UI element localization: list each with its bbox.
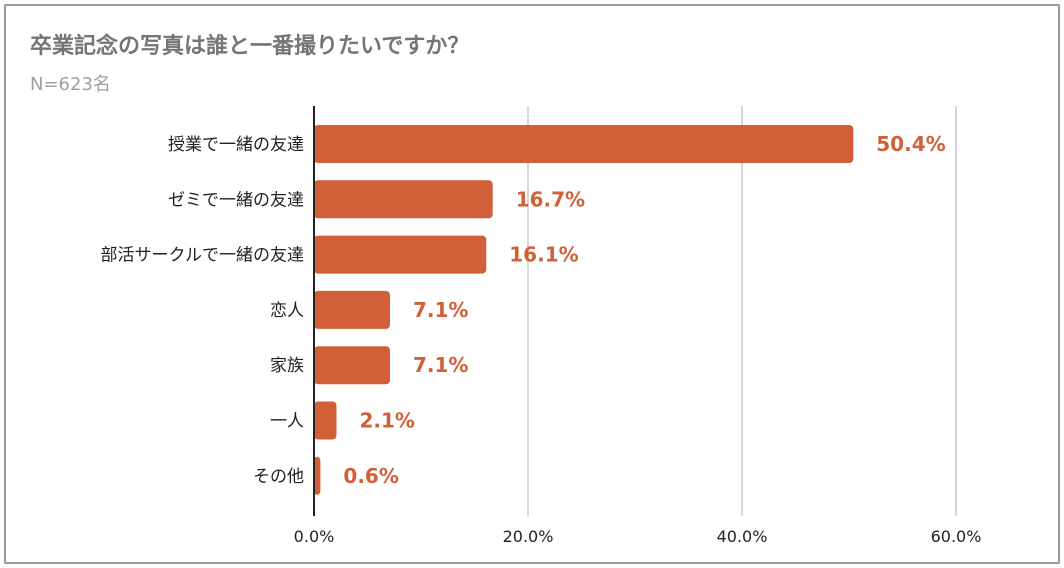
bar: [314, 235, 487, 274]
bar: [314, 125, 854, 163]
value-label: 50.4%: [876, 132, 945, 156]
bar: [314, 346, 390, 385]
category-label: 家族: [270, 356, 304, 376]
category-label: 恋人: [270, 300, 304, 321]
value-label: 7.1%: [413, 298, 468, 322]
x-tick-label: 40.0%: [717, 527, 768, 546]
chart-title: 卒業記念の写真は誰と一番撮りたいですか？: [30, 34, 470, 59]
x-tick-labels: 0.0% 20.0% 40.0% 60.0%: [294, 527, 982, 546]
category-label: その他: [253, 467, 304, 487]
bar: [314, 290, 390, 329]
gridlines: [527, 106, 957, 516]
bars: [314, 125, 854, 495]
value-label: 16.7%: [516, 187, 585, 211]
bar: [314, 180, 493, 219]
category-label: 部活サークルで一緒の友達: [101, 246, 305, 266]
x-tick-label: 0.0%: [294, 527, 335, 546]
x-tick-label: 20.0%: [503, 527, 554, 546]
bar: [314, 456, 321, 495]
value-label: 16.1%: [509, 243, 578, 267]
value-label: 0.6%: [343, 464, 398, 488]
bar: [314, 401, 337, 440]
chart-subtitle: N=623名: [30, 74, 111, 95]
value-label: 7.1%: [413, 353, 468, 377]
category-label: ゼミで一緒の友達: [168, 190, 304, 210]
value-labels: 50.4% 16.7% 16.1% 7.1% 7.1% 2.1% 0.6%: [343, 132, 945, 488]
category-label: 授業で一緒の友達: [168, 135, 304, 155]
chart-frame: [4, 4, 1060, 564]
category-label: 一人: [270, 412, 304, 432]
x-tick-label: 60.0%: [931, 527, 982, 546]
value-label: 2.1%: [359, 409, 414, 433]
